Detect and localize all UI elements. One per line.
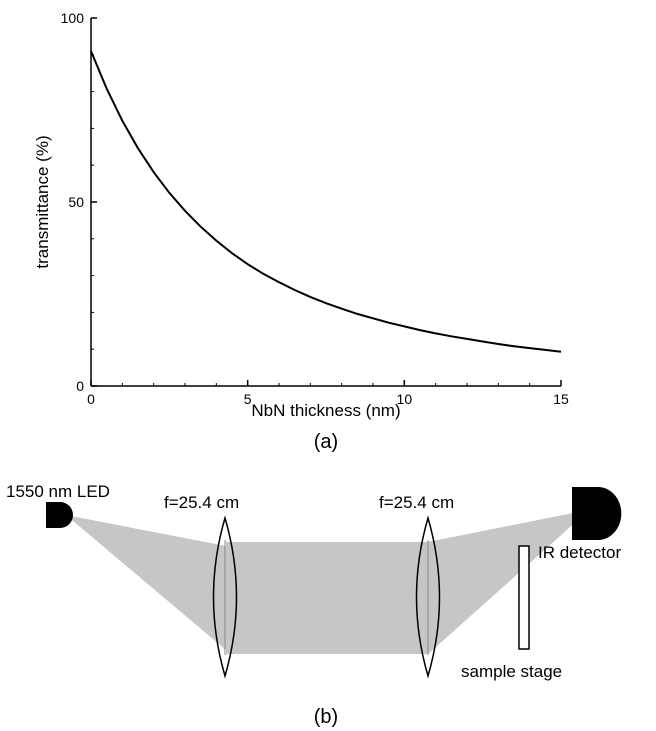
x-tick-label: 15 (553, 391, 569, 407)
optical-setup-diagram: 1550 nm LED f=25.4 cm f=25.4 cm sample s… (6, 482, 621, 728)
x-tick-label: 10 (397, 391, 413, 407)
transmittance-curve (90, 50, 562, 353)
y-tick-label: 100 (61, 10, 85, 26)
ir-detector-label: IR detector (538, 543, 621, 562)
led-label: 1550 nm LED (6, 482, 110, 501)
sample-stage-label: sample stage (461, 662, 562, 681)
y-axis-ticks: 0 50 100 (61, 10, 97, 394)
minor-ticks (90, 17, 562, 387)
light-beam (66, 515, 226, 650)
caption-a: (a) (314, 431, 338, 453)
y-axis-label: transmittance (%) (33, 135, 52, 268)
y-tick-label: 0 (76, 378, 84, 394)
lens-1 (212, 515, 238, 679)
lens-2 (415, 515, 441, 679)
transmittance-chart: 0 5 10 15 0 50 100 NbN thickness (nm) transmi… (33, 10, 569, 453)
x-tick-label: 0 (87, 391, 95, 407)
caption-b: (b) (314, 706, 338, 728)
x-tick-label: 5 (244, 391, 252, 407)
led-source (46, 502, 73, 528)
ir-detector (572, 487, 622, 540)
y-tick-label: 50 (68, 194, 84, 210)
light-beam-middle (226, 542, 428, 654)
x-axis-label: NbN thickness (nm) (251, 401, 400, 420)
x-axis-ticks: 0 5 10 15 (87, 380, 569, 407)
sample-stage (518, 545, 530, 650)
lens-1-label: f=25.4 cm (164, 493, 239, 512)
light-beam-converging-fill (428, 513, 580, 654)
lens-2-label: f=25.4 cm (379, 493, 454, 512)
